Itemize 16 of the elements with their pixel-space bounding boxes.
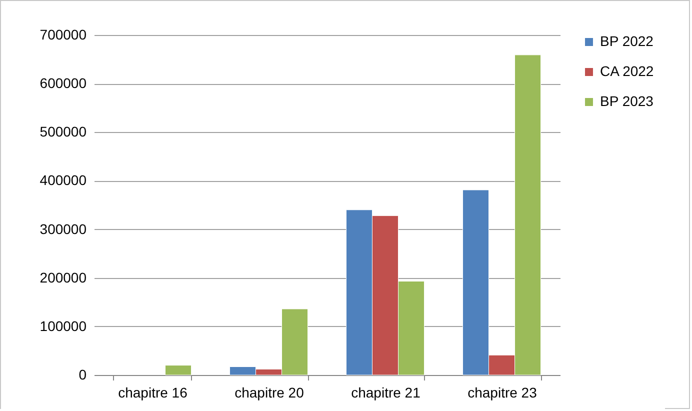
legend-label: BP 2023 xyxy=(600,93,654,109)
y-tick-label: 0 xyxy=(78,366,87,382)
y-tick-label: 100000 xyxy=(40,318,87,334)
y-tick-label: 200000 xyxy=(40,269,87,286)
x-tick-label: chapitre 20 xyxy=(234,384,304,400)
legend-label: BP 2022 xyxy=(600,33,654,49)
y-tick-label: 300000 xyxy=(40,220,87,237)
legend-label: CA 2022 xyxy=(600,63,654,79)
y-tick-label: 400000 xyxy=(40,172,87,188)
y-tick-label: 700000 xyxy=(40,26,87,42)
x-tick-label: chapitre 16 xyxy=(118,384,188,400)
y-tick-label: 500000 xyxy=(40,124,87,140)
x-tick-label: chapitre 23 xyxy=(468,384,538,400)
bar xyxy=(165,365,192,376)
x-tick-label: chapitre 21 xyxy=(351,384,421,400)
y-tick-label: 600000 xyxy=(40,75,87,92)
